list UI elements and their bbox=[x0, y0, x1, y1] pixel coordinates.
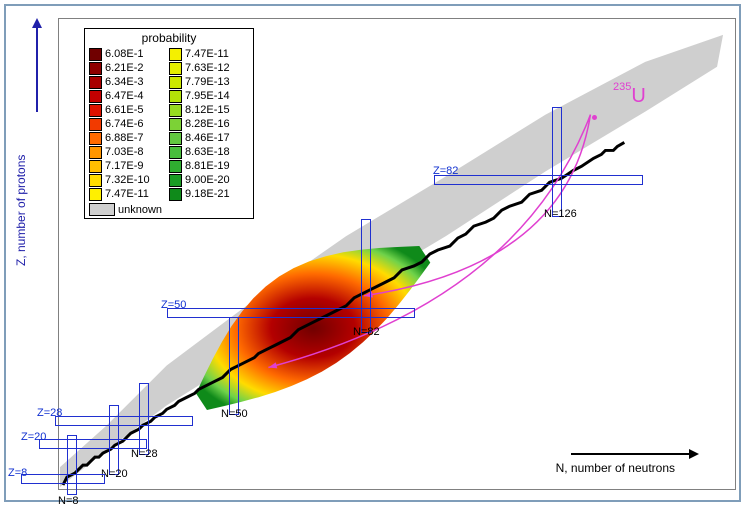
magic-n-50-label: N=50 bbox=[221, 408, 248, 420]
x-axis-arrow bbox=[571, 453, 691, 455]
legend-value: 8.81E-19 bbox=[185, 160, 230, 172]
magic-n-8-label: N=8 bbox=[58, 495, 79, 507]
magic-n-126-label: N=126 bbox=[544, 208, 577, 220]
legend-value: 7.32E-10 bbox=[105, 174, 150, 186]
legend-item: 8.46E-17 bbox=[169, 131, 249, 145]
legend-unknown-row: unknown bbox=[89, 203, 249, 216]
legend-item: 7.95E-14 bbox=[169, 89, 249, 103]
legend-swatch bbox=[89, 146, 102, 159]
legend-value: 7.63E-12 bbox=[185, 62, 230, 74]
legend-item: 6.08E-1 bbox=[89, 47, 169, 61]
legend-item: 6.34E-3 bbox=[89, 75, 169, 89]
magic-z-50 bbox=[167, 308, 415, 318]
legend-item: 7.63E-12 bbox=[169, 61, 249, 75]
legend-item: 7.47E-11 bbox=[169, 47, 249, 61]
legend-swatch bbox=[169, 174, 182, 187]
legend-value: 7.03E-8 bbox=[105, 146, 144, 158]
magic-n-126 bbox=[552, 107, 562, 217]
legend-col-2: 7.47E-11 7.63E-12 7.79E-13 7.95E-14 8.12E-15… bbox=[169, 47, 249, 201]
magic-z-20-label: Z=20 bbox=[21, 431, 46, 443]
legend-swatch bbox=[89, 132, 102, 145]
legend-value: 6.34E-3 bbox=[105, 76, 144, 88]
legend-swatch bbox=[89, 188, 102, 201]
magic-z-28-label: Z=28 bbox=[37, 407, 62, 419]
legend-unknown-label: unknown bbox=[118, 204, 162, 216]
legend-unknown-swatch bbox=[89, 203, 115, 216]
legend-swatch bbox=[169, 62, 182, 75]
magic-z-8-label: Z=8 bbox=[8, 467, 27, 479]
legend-value: 7.95E-14 bbox=[185, 90, 230, 102]
legend-item: 9.18E-21 bbox=[169, 187, 249, 201]
legend-value: 7.47E-11 bbox=[105, 188, 149, 200]
legend-item: 6.88E-7 bbox=[89, 131, 169, 145]
u235-mass-number: 235 bbox=[613, 81, 631, 93]
chart-frame: Z, number of protons N= bbox=[4, 4, 741, 502]
legend-col-1: 6.08E-1 6.21E-2 6.34E-3 6.47E-4 6.61E-5 6.74E… bbox=[89, 47, 169, 201]
legend-swatch bbox=[169, 118, 182, 131]
legend-item: 7.79E-13 bbox=[169, 75, 249, 89]
legend-swatch bbox=[89, 174, 102, 187]
magic-z-82 bbox=[434, 175, 643, 185]
legend-item: 6.47E-4 bbox=[89, 89, 169, 103]
legend-swatch bbox=[169, 48, 182, 61]
legend-value: 9.18E-21 bbox=[185, 188, 230, 200]
legend-value: 7.47E-11 bbox=[185, 48, 229, 60]
magic-n-28-label: N=28 bbox=[131, 448, 158, 460]
legend-item: 6.74E-6 bbox=[89, 117, 169, 131]
legend-item: 7.47E-11 bbox=[89, 187, 169, 201]
legend-item: 8.81E-19 bbox=[169, 159, 249, 173]
legend-swatch bbox=[169, 160, 182, 173]
y-axis-arrow bbox=[36, 26, 38, 112]
legend-swatch bbox=[169, 90, 182, 103]
legend-value: 8.46E-17 bbox=[185, 132, 230, 144]
legend-swatch bbox=[169, 188, 182, 201]
magic-n-82-label: N=82 bbox=[353, 326, 380, 338]
legend-swatch bbox=[89, 48, 102, 61]
legend-item: 7.17E-9 bbox=[89, 159, 169, 173]
x-axis-label: N, number of neutrons bbox=[556, 461, 675, 475]
legend-value: 6.61E-5 bbox=[105, 104, 144, 116]
legend-value: 8.28E-16 bbox=[185, 118, 230, 130]
legend-item: 9.00E-20 bbox=[169, 173, 249, 187]
legend-value: 6.74E-6 bbox=[105, 118, 144, 130]
legend-value: 6.08E-1 bbox=[105, 48, 144, 60]
magic-z-28 bbox=[55, 416, 193, 426]
u235-marker-dot bbox=[592, 115, 597, 120]
legend-title: probability bbox=[89, 31, 249, 45]
legend-swatch bbox=[89, 76, 102, 89]
legend-item: 6.61E-5 bbox=[89, 103, 169, 117]
legend-swatch bbox=[89, 104, 102, 117]
legend-swatch bbox=[89, 160, 102, 173]
legend-swatch bbox=[89, 118, 102, 131]
probability-legend: probability 6.08E-1 6.21E-2 6.34E-3 6.47E-4… bbox=[84, 28, 254, 219]
legend-swatch bbox=[169, 146, 182, 159]
legend-value: 7.17E-9 bbox=[105, 160, 144, 172]
legend-value: 6.47E-4 bbox=[105, 90, 144, 102]
u235-symbol: U bbox=[631, 85, 645, 107]
legend-swatch bbox=[169, 104, 182, 117]
legend-swatch bbox=[89, 90, 102, 103]
legend-swatch bbox=[169, 132, 182, 145]
magic-n-50 bbox=[229, 317, 239, 415]
legend-item: 6.21E-2 bbox=[89, 61, 169, 75]
legend-item: 8.63E-18 bbox=[169, 145, 249, 159]
legend-value: 6.88E-7 bbox=[105, 132, 144, 144]
legend-item: 7.32E-10 bbox=[89, 173, 169, 187]
legend-value: 8.12E-15 bbox=[185, 104, 230, 116]
magic-z-8 bbox=[21, 474, 105, 484]
legend-swatch bbox=[169, 76, 182, 89]
legend-swatch bbox=[89, 62, 102, 75]
legend-item: 8.12E-15 bbox=[169, 103, 249, 117]
legend-item: 8.28E-16 bbox=[169, 117, 249, 131]
legend-value: 9.00E-20 bbox=[185, 174, 230, 186]
legend-item: 7.03E-8 bbox=[89, 145, 169, 159]
magic-z-82-label: Z=82 bbox=[433, 165, 458, 177]
magic-z-20 bbox=[39, 439, 147, 449]
legend-value: 7.79E-13 bbox=[185, 76, 230, 88]
legend-value: 8.63E-18 bbox=[185, 146, 230, 158]
u235-label: 235U bbox=[613, 85, 646, 108]
y-axis-label: Z, number of protons bbox=[14, 155, 28, 266]
magic-z-50-label: Z=50 bbox=[161, 299, 186, 311]
legend-value: 6.21E-2 bbox=[105, 62, 144, 74]
